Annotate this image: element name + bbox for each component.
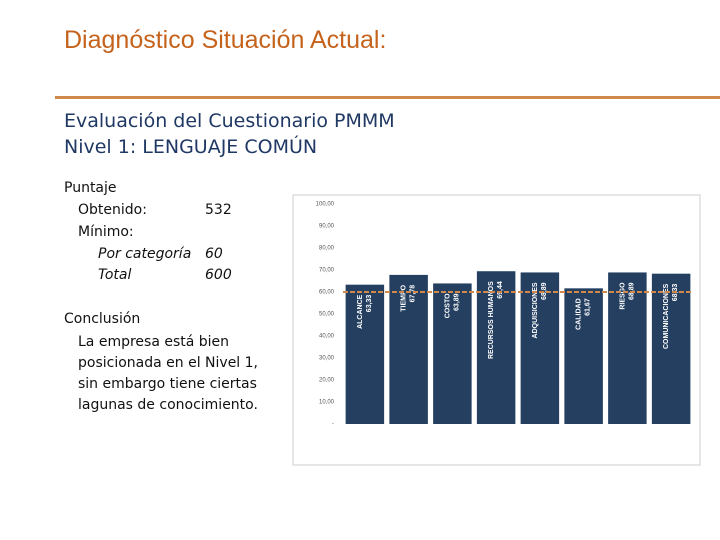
y-tick-label: 30,00 <box>319 356 335 362</box>
y-tick-label: 10,00 <box>319 400 335 406</box>
category-label: ADQUISICIONES <box>532 282 539 338</box>
category-label: RIESGO <box>619 282 626 310</box>
score-heading: Puntaje <box>64 180 117 196</box>
value-label: 61,67 <box>585 298 592 316</box>
score-label: Obtenido: <box>78 202 147 218</box>
y-tick-label: 20,00 <box>319 378 335 384</box>
bar <box>345 284 385 424</box>
bar <box>608 272 647 424</box>
bar <box>520 272 560 424</box>
category-label: COMUNICACIONES <box>663 283 670 349</box>
value-label: 69,44 <box>497 281 504 299</box>
category-label: RECURSOS HUMANOS <box>488 281 495 359</box>
bar <box>476 271 516 424</box>
y-tick-label: 40,00 <box>319 334 335 340</box>
bar <box>564 288 603 424</box>
y-tick-label: 60,00 <box>319 290 335 296</box>
y-tick-label: 70,00 <box>319 268 335 274</box>
bar <box>389 274 428 424</box>
category-label: TIEMPO <box>401 284 408 311</box>
value-label: 63,89 <box>453 293 460 311</box>
y-tick-label: 50,00 <box>319 312 335 318</box>
score-value: 60 <box>205 246 223 262</box>
score-value: 532 <box>205 202 232 218</box>
y-tick-label: - <box>332 422 334 428</box>
score-value: 600 <box>205 267 232 283</box>
y-tick-label: 80,00 <box>319 246 335 252</box>
y-tick-label: 90,00 <box>319 224 335 230</box>
score-label: Por categoría <box>98 246 192 262</box>
value-label: 63,33 <box>366 295 373 313</box>
slide-title: Diagnóstico Situación Actual: <box>64 26 387 54</box>
category-label: ALCANCE <box>357 294 364 329</box>
subtitle: Evaluación del Cuestionario PMMM <box>64 110 395 132</box>
bar <box>433 283 472 424</box>
score-label: Mínimo: <box>78 224 134 240</box>
conclusion-heading: Conclusión <box>64 311 141 327</box>
category-label: COSTO <box>444 293 451 318</box>
y-tick-label: 100,00 <box>316 202 335 208</box>
score-label: Total <box>98 267 132 283</box>
value-label: 68,89 <box>541 282 548 300</box>
subtitle: Nivel 1: LENGUAJE COMÚN <box>64 136 318 158</box>
title-rule <box>55 96 720 99</box>
bar <box>651 273 691 424</box>
conclusion-text: La empresa está bien posicionada en el N… <box>78 334 259 413</box>
category-label: CALIDAD <box>576 298 583 330</box>
value-label: 67,78 <box>410 285 417 303</box>
